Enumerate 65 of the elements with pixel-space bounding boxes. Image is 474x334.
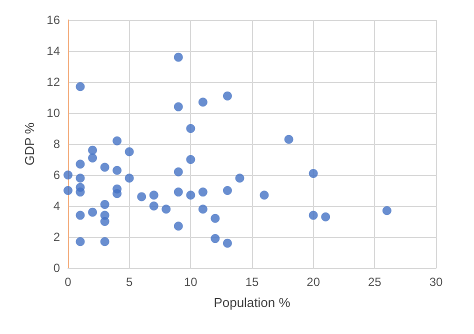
y-axis-title: GDP % (22, 122, 37, 166)
point (88, 146, 98, 155)
y-tick-label: 14 (46, 44, 60, 58)
point (88, 208, 98, 217)
y-tick-label: 4 (53, 199, 60, 213)
point (235, 174, 244, 183)
y-tick-label: 0 (53, 261, 60, 275)
point (76, 237, 85, 246)
point (112, 136, 122, 146)
point (260, 190, 269, 200)
point (64, 186, 72, 195)
point (308, 168, 318, 178)
point (64, 170, 72, 180)
point (174, 222, 183, 231)
x-tick-label: 5 (126, 275, 133, 289)
point (100, 162, 110, 172)
x-axis-title: Population % (214, 295, 291, 310)
point (186, 190, 196, 200)
point (174, 167, 183, 176)
point (100, 200, 110, 209)
point (88, 153, 98, 162)
y-tick-label: 6 (53, 168, 60, 182)
point (382, 206, 392, 216)
point (222, 91, 232, 100)
point (76, 210, 85, 220)
point (186, 124, 196, 133)
point (76, 174, 85, 183)
x-tick-label: 0 (64, 275, 72, 289)
point (124, 174, 134, 183)
y-tick-label: 16 (46, 13, 60, 27)
x-tick-label: 15 (245, 275, 259, 289)
x-tick-label: 30 (429, 275, 443, 289)
point (210, 234, 220, 244)
point (284, 134, 294, 144)
point (308, 210, 318, 220)
point (76, 82, 85, 92)
point (112, 166, 122, 175)
point (100, 237, 110, 246)
point (222, 186, 232, 195)
point (124, 147, 134, 156)
x-tick-label: 25 (368, 275, 382, 289)
y-tick-label: 10 (46, 106, 60, 120)
y-tick-label: 8 (53, 137, 60, 151)
y-tick-label: 2 (53, 230, 60, 244)
point (174, 188, 183, 197)
point (162, 204, 171, 214)
point (186, 155, 196, 164)
point (76, 160, 85, 169)
x-tick-label: 10 (184, 275, 198, 289)
point (112, 189, 122, 198)
point (174, 102, 183, 112)
point (100, 217, 110, 226)
point (198, 188, 208, 197)
point (321, 212, 330, 222)
point (149, 202, 158, 210)
point (198, 98, 208, 107)
point (174, 52, 183, 62)
point (222, 238, 232, 248)
point (137, 192, 146, 202)
point (198, 204, 208, 214)
point (210, 214, 220, 223)
y-tick-label: 12 (46, 75, 60, 89)
x-tick-label: 20 (306, 275, 320, 289)
point (76, 188, 85, 197)
point (149, 190, 158, 200)
